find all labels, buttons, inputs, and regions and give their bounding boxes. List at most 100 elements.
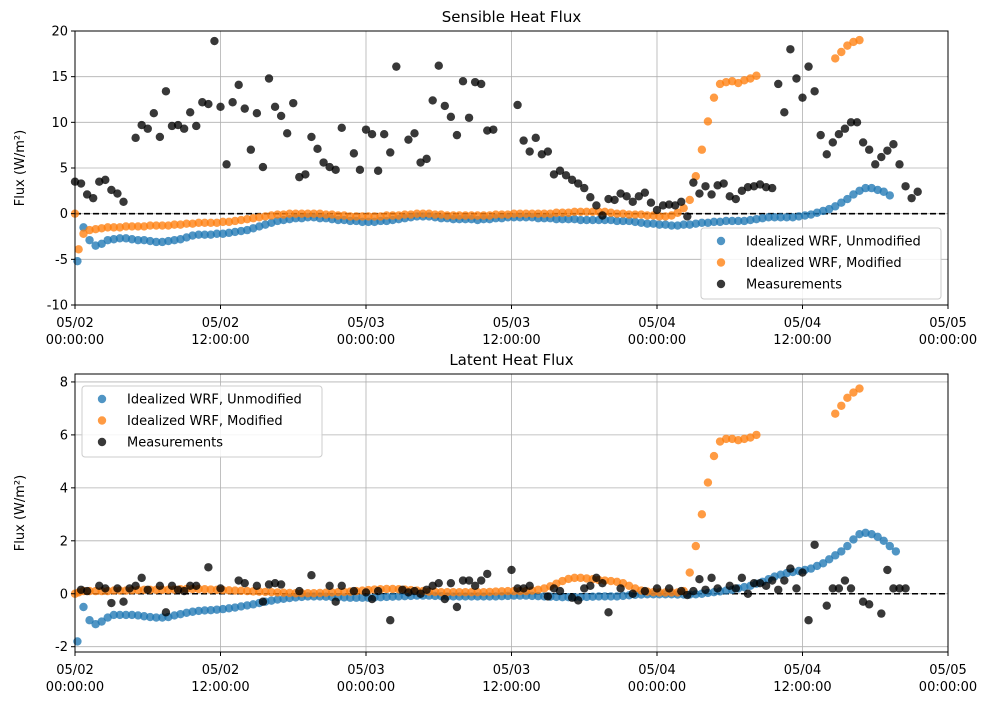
data-point xyxy=(624,210,634,219)
data-point xyxy=(428,96,437,105)
x-tick-label-time: 12:00:00 xyxy=(773,680,831,695)
data-point xyxy=(588,207,597,217)
data-point xyxy=(161,87,171,96)
data-point xyxy=(846,118,856,127)
data-point xyxy=(443,587,452,597)
data-point xyxy=(895,584,904,593)
data-point xyxy=(194,218,203,227)
data-point xyxy=(321,588,331,597)
y-axis-label: Flux (W/m²) xyxy=(13,475,28,551)
data-point xyxy=(895,160,904,169)
data-point xyxy=(212,229,222,238)
data-point xyxy=(276,580,286,589)
series-measurements xyxy=(76,540,910,625)
data-point xyxy=(810,87,819,96)
data-point xyxy=(780,108,789,117)
data-point xyxy=(883,565,892,575)
data-point xyxy=(379,130,389,139)
data-point xyxy=(837,547,846,556)
y-tick-label: 2 xyxy=(60,534,68,549)
data-point xyxy=(355,165,365,175)
data-point xyxy=(152,613,161,622)
data-point xyxy=(885,541,894,551)
y-tick-label: 10 xyxy=(51,116,68,131)
legend-marker xyxy=(716,258,726,267)
data-point xyxy=(449,587,458,597)
data-point xyxy=(533,591,543,601)
x-tick-label-date: 05/03 xyxy=(347,316,384,331)
data-point xyxy=(101,584,110,593)
data-point xyxy=(840,124,850,133)
data-point xyxy=(849,190,858,199)
data-point xyxy=(200,218,209,227)
data-point xyxy=(455,211,464,220)
x-tick-label-time: 12:00:00 xyxy=(482,680,540,695)
data-point xyxy=(731,194,741,204)
data-point xyxy=(192,581,201,591)
y-axis-label: Flux (W/m²) xyxy=(13,130,28,206)
data-point xyxy=(513,100,522,110)
data-point xyxy=(731,584,741,593)
data-point xyxy=(612,592,622,601)
data-point xyxy=(79,602,88,612)
data-point xyxy=(780,576,789,585)
data-point xyxy=(115,234,125,243)
data-point xyxy=(270,102,280,112)
data-point xyxy=(127,222,137,231)
legend-marker xyxy=(716,279,726,289)
legend-label: Idealized WRF, Modified xyxy=(127,414,283,429)
data-point xyxy=(261,587,270,597)
data-point xyxy=(834,130,844,139)
data-point xyxy=(588,215,597,225)
x-tick-label-date: 05/02 xyxy=(56,316,93,331)
data-point xyxy=(804,616,813,625)
data-point xyxy=(273,210,282,219)
data-point xyxy=(515,209,525,218)
data-point xyxy=(404,135,413,144)
data-point xyxy=(691,172,700,181)
data-point xyxy=(218,217,228,227)
y-tick-label: -10 xyxy=(47,299,68,314)
data-point xyxy=(82,586,92,596)
x-tick-label-date: 05/04 xyxy=(638,663,675,678)
data-point xyxy=(901,182,910,191)
legend-box xyxy=(81,385,323,458)
data-point xyxy=(228,98,237,107)
data-point xyxy=(604,608,613,617)
data-point xyxy=(242,586,252,596)
data-point xyxy=(97,617,106,626)
data-point xyxy=(161,608,171,617)
data-point xyxy=(200,606,209,615)
data-point xyxy=(643,211,652,220)
data-point xyxy=(713,584,722,593)
data-point xyxy=(264,74,274,83)
data-point xyxy=(612,209,622,218)
data-point xyxy=(837,401,846,410)
data-point xyxy=(109,610,119,620)
data-point xyxy=(373,166,383,175)
x-tick-label-time: 12:00:00 xyxy=(191,680,249,695)
data-point xyxy=(224,586,234,595)
data-point xyxy=(258,162,268,172)
data-point xyxy=(683,212,692,221)
data-point xyxy=(489,125,498,134)
data-point xyxy=(913,187,922,196)
data-point xyxy=(630,210,640,219)
data-point xyxy=(606,592,616,601)
data-point xyxy=(655,220,664,229)
data-point xyxy=(131,133,140,143)
data-point xyxy=(818,559,828,568)
data-point xyxy=(333,211,343,220)
data-point xyxy=(877,609,886,618)
data-point xyxy=(295,586,304,596)
data-point xyxy=(331,165,340,175)
data-point xyxy=(252,109,262,118)
data-point xyxy=(792,584,801,593)
data-point xyxy=(828,138,838,147)
data-point xyxy=(822,601,831,610)
data-point xyxy=(473,211,482,220)
data-point xyxy=(598,578,607,588)
data-point xyxy=(709,217,719,227)
x-tick-label-date: 05/03 xyxy=(347,663,384,678)
data-point xyxy=(885,191,894,200)
